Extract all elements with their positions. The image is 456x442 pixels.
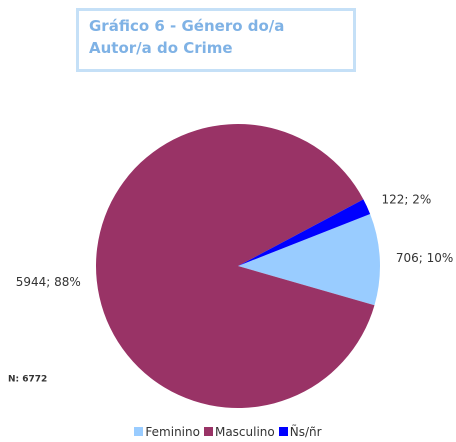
legend: Feminino Masculino Ñs/ñr — [0, 425, 456, 439]
legend-item: Feminino — [134, 425, 200, 439]
legend-swatch — [278, 427, 288, 436]
pie-slice — [238, 199, 371, 266]
legend-label: Masculino — [214, 425, 275, 439]
legend-item: Ñs/ñr — [278, 425, 322, 439]
annotation: N: 6772 — [8, 375, 47, 385]
pie-slice — [95, 124, 375, 409]
legend-swatch — [203, 427, 213, 436]
legend-label: Ñs/ñr — [289, 425, 322, 439]
pie-slice — [238, 213, 380, 306]
legend-swatch — [134, 427, 144, 436]
chart-title: Gráfico 6 - Género do/a Autor/a do Crime — [76, 8, 356, 72]
data-label: 706; 10% — [396, 251, 453, 265]
data-label: 5944; 88% — [16, 275, 81, 289]
data-label: 122; 2% — [381, 192, 431, 206]
legend-label: Feminino — [145, 425, 200, 439]
legend-item: Masculino — [203, 425, 275, 439]
